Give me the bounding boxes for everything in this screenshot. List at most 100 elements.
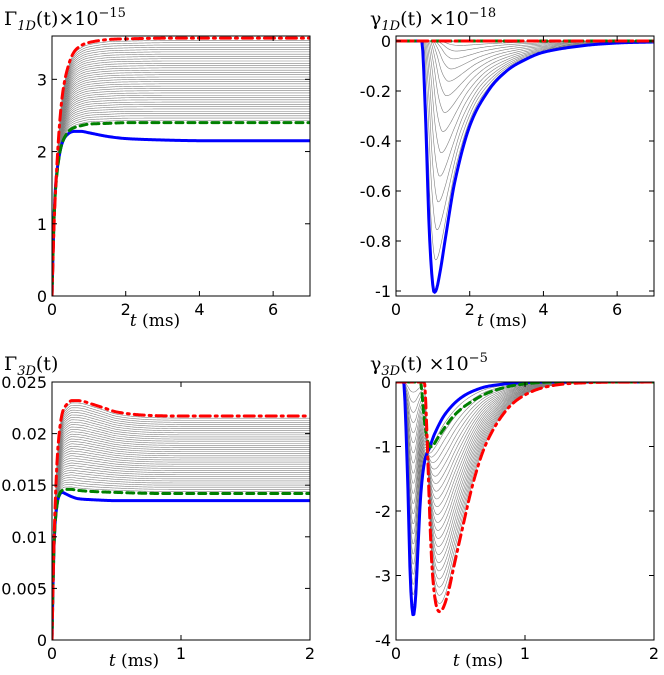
p4-plot-area xyxy=(396,382,654,617)
p1-gray-curve xyxy=(52,56,310,296)
p1-y-tick-label: 3 xyxy=(37,70,47,89)
p3-gray-curve xyxy=(52,472,310,640)
p1-gray-curve xyxy=(52,65,310,296)
p3-gray-curve xyxy=(52,448,310,640)
p1-gray-curve xyxy=(52,99,310,296)
p1-gray-curve xyxy=(52,117,310,296)
p3-gray-curve xyxy=(52,455,310,640)
p2-y-tick-label: -0.8 xyxy=(360,232,391,251)
p1-y-tick-label: 1 xyxy=(37,215,47,234)
p2-gray-curve xyxy=(396,40,654,97)
panel-small-gamma-1d: 0 2 4 6 0 -0.2 -0.4 -0.6 -0.8 -1 t (ms) γ1D(t) ×10−… xyxy=(360,6,655,331)
p4-gray-curve xyxy=(396,382,654,545)
p1-x-axis-label: t (ms) xyxy=(130,311,180,331)
p1-series-red xyxy=(52,36,310,296)
p2-y-tick-label: -1 xyxy=(375,282,391,301)
p2-x-tick-label: 4 xyxy=(538,300,548,319)
p4-gray-curve xyxy=(396,382,654,580)
p4-gray-curve xyxy=(396,382,654,515)
p1-x-tick-label: 2 xyxy=(121,300,131,319)
p1-series-blue xyxy=(52,129,310,296)
p3-gray-curve xyxy=(52,421,310,640)
p1-gray-curve xyxy=(52,49,310,296)
p3-gray-curve xyxy=(52,474,310,640)
p1-gray-curve xyxy=(52,44,310,296)
p3-gray-curve xyxy=(52,460,310,640)
panel-gamma-1d: 0 2 4 6 0 1 2 3 t (ms) Γ1D(t)×10−15 xyxy=(4,6,311,331)
p1-gray-curve-family xyxy=(52,40,310,296)
p3-title: Γ3D(t) xyxy=(4,353,58,379)
p3-gray-curve xyxy=(52,419,310,640)
p4-gray-curve xyxy=(396,382,654,523)
p3-y-tick-label: 0.01 xyxy=(11,528,47,547)
p2-gray-curve xyxy=(396,40,654,113)
p2-x-tick-label: 2 xyxy=(465,300,475,319)
p3-gray-curve xyxy=(52,429,310,640)
p2-title: γ1D(t) ×10−18 xyxy=(370,6,496,34)
p2-series-blue xyxy=(396,39,654,294)
p4-y-tick-label: -1 xyxy=(375,438,391,457)
p3-gray-curve xyxy=(52,469,310,640)
p1-gray-curve xyxy=(52,78,310,296)
p3-gray-curve xyxy=(52,414,310,640)
p3-gray-curve xyxy=(52,486,310,640)
p3-y-tick-label: 0 xyxy=(37,631,47,650)
p3-y-tick-label: 0.02 xyxy=(11,425,47,444)
p1-gray-curve xyxy=(52,90,310,296)
p3-plot-area xyxy=(52,399,310,640)
p3-gray-curve xyxy=(52,465,310,640)
p3-y-tick-label: 0.015 xyxy=(1,476,47,495)
p1-gray-curve xyxy=(52,76,310,296)
p4-y-tick-label: -2 xyxy=(375,502,391,521)
panel-small-gamma-3d: 0 1 2 0 -1 -2 -3 -4 t (ms) γ3D(t) ×10−5 xyxy=(370,351,659,671)
p4-x-axis-label: t (ms) xyxy=(453,651,503,671)
p4-x-tick-label: 2 xyxy=(649,644,659,663)
p1-x-tick-label: 6 xyxy=(268,300,278,319)
p3-gray-curve xyxy=(52,409,310,640)
p3-x-tick-label: 2 xyxy=(305,644,315,663)
p4-gray-curve xyxy=(396,382,654,547)
p4-x-tick-label: 1 xyxy=(520,644,530,663)
p4-y-tick-label: 0 xyxy=(381,373,391,392)
p3-gray-curve xyxy=(52,450,310,640)
p1-axes-frame xyxy=(51,35,311,297)
p1-gray-curve xyxy=(52,104,310,296)
p4-gray-curve xyxy=(396,382,654,596)
p4-y-tick-label: -4 xyxy=(375,631,391,650)
p3-gray-curve xyxy=(52,441,310,640)
p2-y-tick-label: 0 xyxy=(381,32,391,51)
p1-gray-curve xyxy=(52,106,310,296)
p4-y-tick-label: -3 xyxy=(375,567,391,586)
p1-gray-curve xyxy=(52,81,310,296)
p2-axes-frame xyxy=(395,35,655,297)
p3-gray-curve xyxy=(52,443,310,640)
p3-x-tick-label: 0 xyxy=(47,644,57,663)
p3-gray-curve xyxy=(52,407,310,640)
p3-gray-curve-family xyxy=(52,402,310,640)
p1-gray-curve xyxy=(52,88,310,296)
p1-gray-curve xyxy=(52,42,310,296)
p2-x-axis-label: t (ms) xyxy=(477,311,527,331)
p4-gray-curve xyxy=(396,382,654,575)
p1-x-tick-label: 4 xyxy=(194,300,204,319)
p1-gray-curve xyxy=(52,108,310,296)
p4-gray-curve xyxy=(396,382,654,605)
p4-gray-curve xyxy=(396,382,654,555)
p4-gray-curve xyxy=(396,382,654,588)
p1-plot-area xyxy=(52,36,310,296)
p3-gray-curve xyxy=(52,453,310,640)
p2-y-tick-label: -0.6 xyxy=(360,182,391,201)
p3-gray-curve xyxy=(52,405,310,640)
p1-gray-curve xyxy=(52,69,310,296)
p1-gray-curve xyxy=(52,120,310,296)
p2-x-tick-label: 6 xyxy=(612,300,622,319)
p4-gray-curve xyxy=(396,382,654,531)
p4-gray-curve xyxy=(396,382,654,539)
p1-gray-curve xyxy=(52,115,310,296)
p3-gray-curve xyxy=(52,481,310,640)
p4-gray-curve-family xyxy=(396,382,654,605)
p3-gray-curve xyxy=(52,484,310,640)
p1-gray-curve xyxy=(52,113,310,296)
p1-gray-curve xyxy=(52,51,310,296)
p3-gray-curve xyxy=(52,438,310,640)
